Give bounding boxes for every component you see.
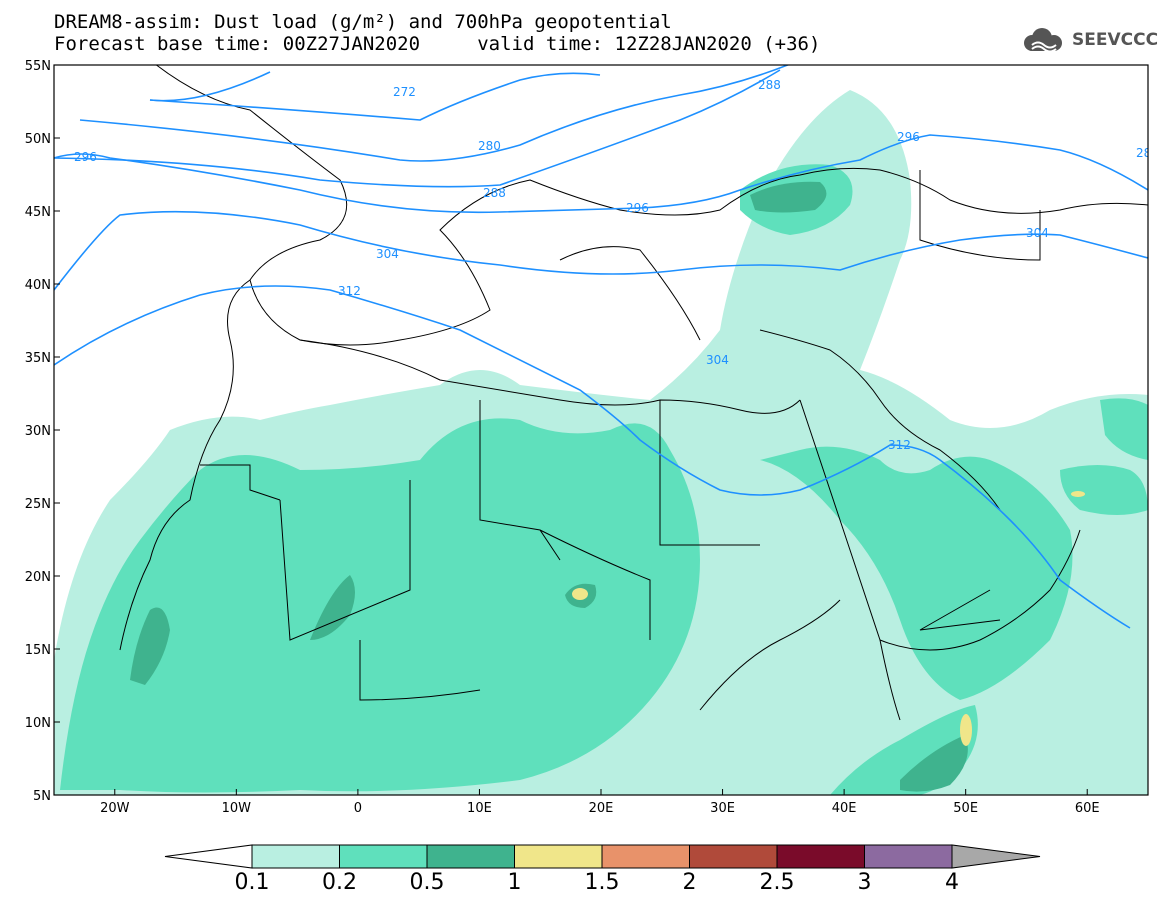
- lat-tick-label: 15N: [25, 643, 51, 658]
- country-borders: [119, 65, 1148, 721]
- colorbar-label: 0.2: [322, 870, 357, 895]
- geopotential-contour-labels: 272 280 288 288 296 296 296 304 304 304 …: [74, 78, 1151, 452]
- lon-tick-label: 50E: [953, 801, 978, 816]
- lon-tick-label: 40E: [832, 801, 857, 816]
- contour-label: 312: [338, 284, 361, 298]
- lon-tick-label: 10W: [222, 801, 252, 816]
- lat-tick-label: 40N: [25, 278, 51, 293]
- colorbar-swatch: [601, 844, 690, 869]
- lat-tick-label: 45N: [25, 205, 51, 220]
- axis-ticks: [54, 64, 1088, 796]
- seevccc-logo: [1024, 28, 1062, 53]
- contour-label: 288: [758, 78, 781, 92]
- lat-tick-label: 50N: [25, 132, 51, 147]
- colorbar-swatch: [864, 844, 953, 869]
- colorbar-swatch: [689, 844, 778, 869]
- contour-label: 296: [74, 150, 97, 164]
- colorbar-swatch: [426, 844, 515, 869]
- lat-tick-label: 35N: [25, 351, 51, 366]
- colorbar-label: 1: [508, 870, 522, 895]
- contour-label: 296: [897, 130, 920, 144]
- colorbar-label: 2: [683, 870, 697, 895]
- colorbar-swatch: [251, 844, 340, 869]
- dust-shading-yellow: [572, 491, 1085, 746]
- lat-tick-label: 30N: [25, 424, 51, 439]
- colorbar-labels: 0.1 0.2 0.5 1 1.5 2 2.5 3 4: [235, 870, 960, 895]
- colorbar-swatch: [339, 844, 428, 869]
- geopotential-contours: [54, 65, 1148, 629]
- contour-label: 272: [393, 85, 416, 99]
- colorbar-label: 0.1: [235, 870, 270, 895]
- lon-tick-label: 10E: [467, 801, 492, 816]
- lat-tick-label: 5N: [33, 789, 51, 804]
- contour-label: 304: [376, 247, 399, 261]
- colorbar-high-arrow: [951, 844, 1041, 869]
- colorbar-label: 1.5: [585, 870, 620, 895]
- colorbar-low-arrow: [164, 844, 253, 869]
- dust-shading-dark: [130, 181, 968, 792]
- forecast-time-subtitle: Forecast base time: 00Z27JAN2020 valid t…: [54, 33, 821, 55]
- colorbar-swatches: [164, 844, 1041, 869]
- longitude-labels: 20W 10W 0 10E 20E 30E 40E 50E 60E: [100, 801, 1100, 816]
- latitude-labels: 55N 50N 45N 40N 35N 30N 25N 20N 15N 10N 5N: [25, 59, 51, 804]
- colorbar-label: 0.5: [410, 870, 445, 895]
- lat-tick-label: 10N: [25, 716, 51, 731]
- colorbar-swatch: [514, 844, 603, 869]
- contour-label: 312: [888, 438, 911, 452]
- colorbar-label: 3: [858, 870, 872, 895]
- lat-tick-label: 20N: [25, 570, 51, 585]
- contour-label: 304: [706, 353, 729, 367]
- lat-tick-label: 25N: [25, 497, 51, 512]
- colorbar-label: 2.5: [760, 870, 795, 895]
- logo-text: SEEVCCC: [1072, 30, 1159, 50]
- colorbar-label: 4: [945, 870, 959, 895]
- lon-tick-label: 0: [354, 801, 362, 816]
- contour-label: 280: [478, 139, 501, 153]
- lon-tick-label: 30E: [710, 801, 735, 816]
- contour-label: 28: [1136, 146, 1151, 160]
- lat-tick-label: 55N: [25, 59, 51, 74]
- lon-tick-label: 60E: [1075, 801, 1100, 816]
- contour-label: 304: [1026, 226, 1049, 240]
- colorbar-swatch: [776, 844, 865, 869]
- map-title: DREAM8-assim: Dust load (g/m²) and 700hP…: [54, 11, 672, 33]
- lon-tick-label: 20W: [100, 801, 130, 816]
- lon-tick-label: 20E: [589, 801, 614, 816]
- contour-label: 288: [483, 186, 506, 200]
- contour-label: 296: [626, 201, 649, 215]
